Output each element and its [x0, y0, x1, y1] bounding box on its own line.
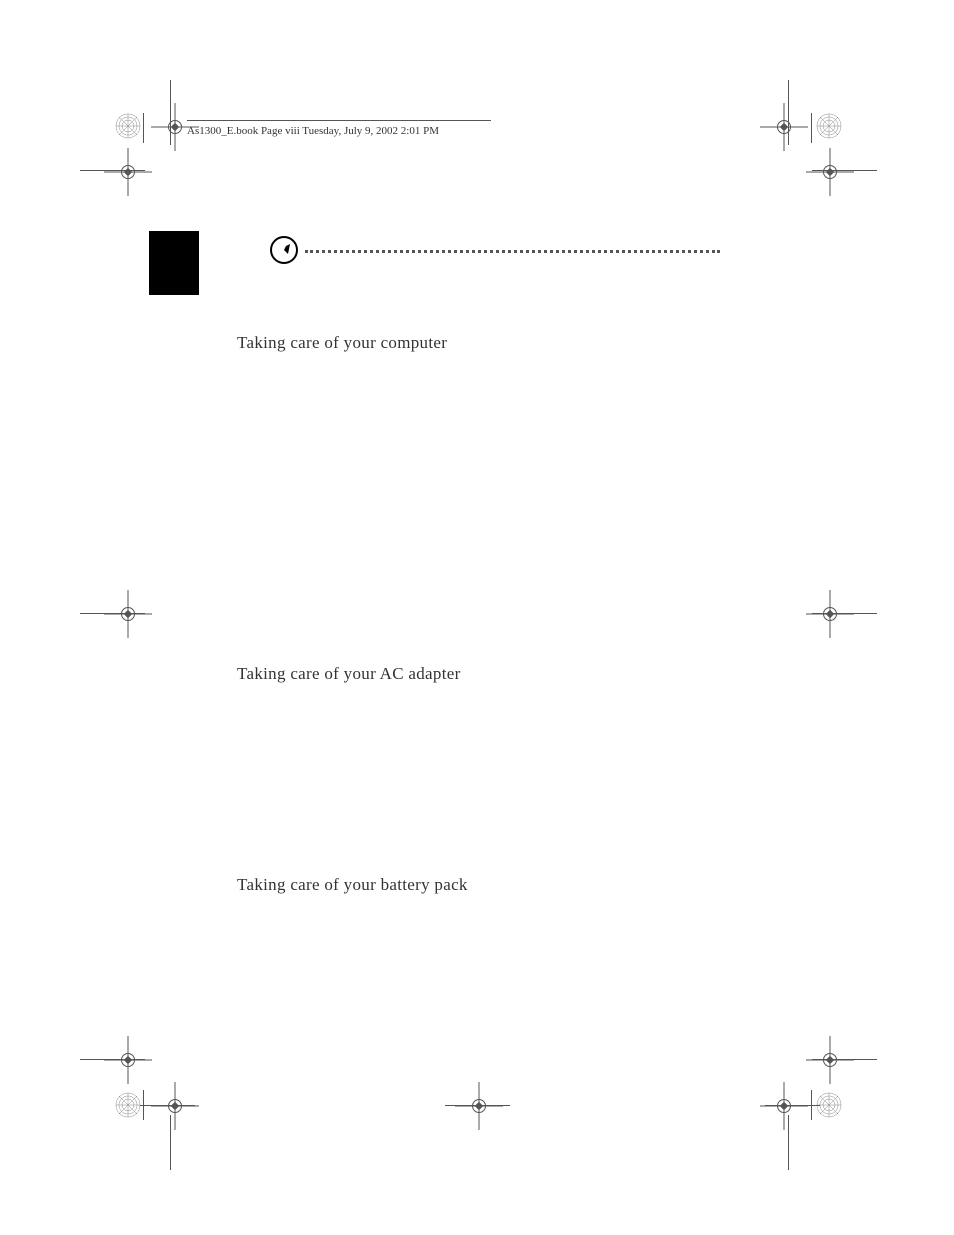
rosette-icon — [115, 113, 141, 139]
registration-mark-icon — [116, 602, 140, 626]
dashed-divider — [305, 250, 720, 253]
heading-adapter: Taking care of your AC adapter — [237, 664, 461, 684]
registration-mark-icon — [163, 1094, 187, 1118]
registration-mark-icon — [772, 1094, 796, 1118]
registration-mark-icon — [163, 115, 187, 139]
heading-battery: Taking care of your battery pack — [237, 875, 468, 895]
rosette-icon — [115, 1092, 141, 1118]
heading-computer: Taking care of your computer — [237, 333, 447, 353]
sidebar-tab — [149, 231, 199, 295]
registration-mark-icon — [116, 1048, 140, 1072]
registration-mark-icon — [818, 160, 842, 184]
registration-mark-icon — [818, 1048, 842, 1072]
rosette-icon — [816, 113, 842, 139]
registration-mark-icon — [116, 160, 140, 184]
header-divider — [187, 120, 491, 121]
header-text: As1300_E.book Page viii Tuesday, July 9,… — [187, 125, 439, 137]
registration-mark-icon — [772, 115, 796, 139]
registration-mark-icon — [818, 602, 842, 626]
registration-mark-icon — [467, 1094, 491, 1118]
note-icon — [270, 236, 298, 264]
